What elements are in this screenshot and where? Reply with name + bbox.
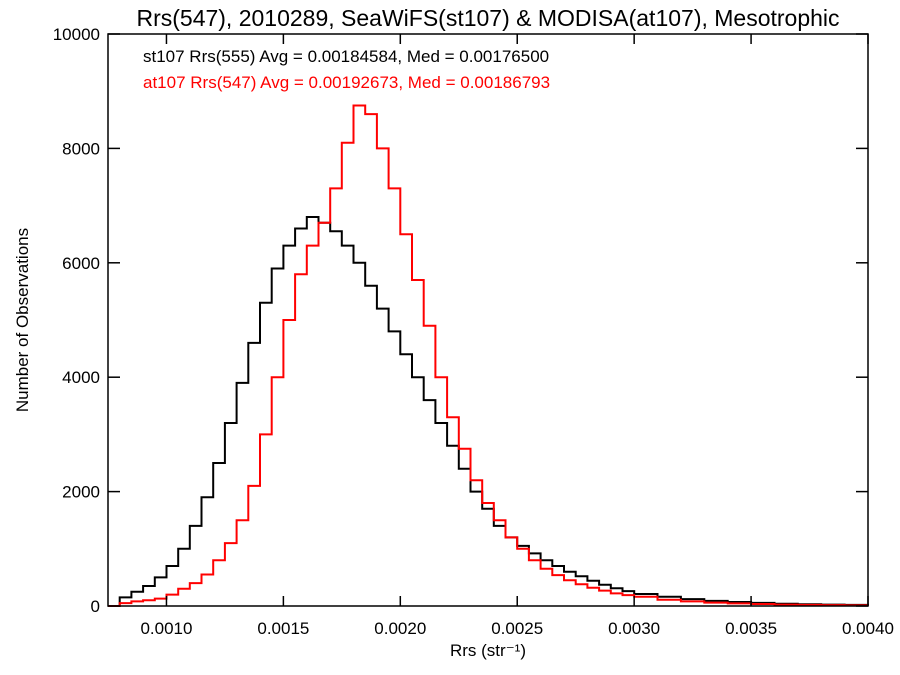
x-tick-label: 0.0015 (257, 619, 309, 638)
y-tick-label: 10000 (53, 25, 100, 44)
plot-frame (107, 33, 869, 607)
series-line-2 (108, 104, 869, 607)
x-axis-label: Rrs (str⁻¹) (450, 641, 526, 660)
x-tick-label: 0.0040 (842, 619, 894, 638)
y-tick-label: 2000 (62, 483, 100, 502)
x-tick-label: 0.0035 (725, 619, 777, 638)
y-tick-label: 8000 (62, 139, 100, 158)
series-line-1 (108, 216, 869, 607)
x-tick-label: 0.0025 (491, 619, 543, 638)
x-tick-label: 0.0010 (140, 619, 192, 638)
legend-entry-1: st107 Rrs(555) Avg = 0.00184584, Med = 0… (143, 47, 549, 66)
legend-entry-2: at107 Rrs(547) Avg = 0.00192673, Med = 0… (143, 73, 550, 92)
x-tick-label: 0.0020 (374, 619, 426, 638)
x-tick-label: 0.0030 (608, 619, 660, 638)
y-tick-label: 4000 (62, 368, 100, 387)
legend: st107 Rrs(555) Avg = 0.00184584, Med = 0… (143, 47, 550, 92)
y-axis-label: Number of Observations (13, 228, 32, 412)
y-tick-label: 6000 (62, 254, 100, 273)
y-tick-label: 0 (91, 597, 100, 616)
chart-title: Rrs(547), 2010289, SeaWiFS(st107) & MODI… (136, 5, 839, 31)
